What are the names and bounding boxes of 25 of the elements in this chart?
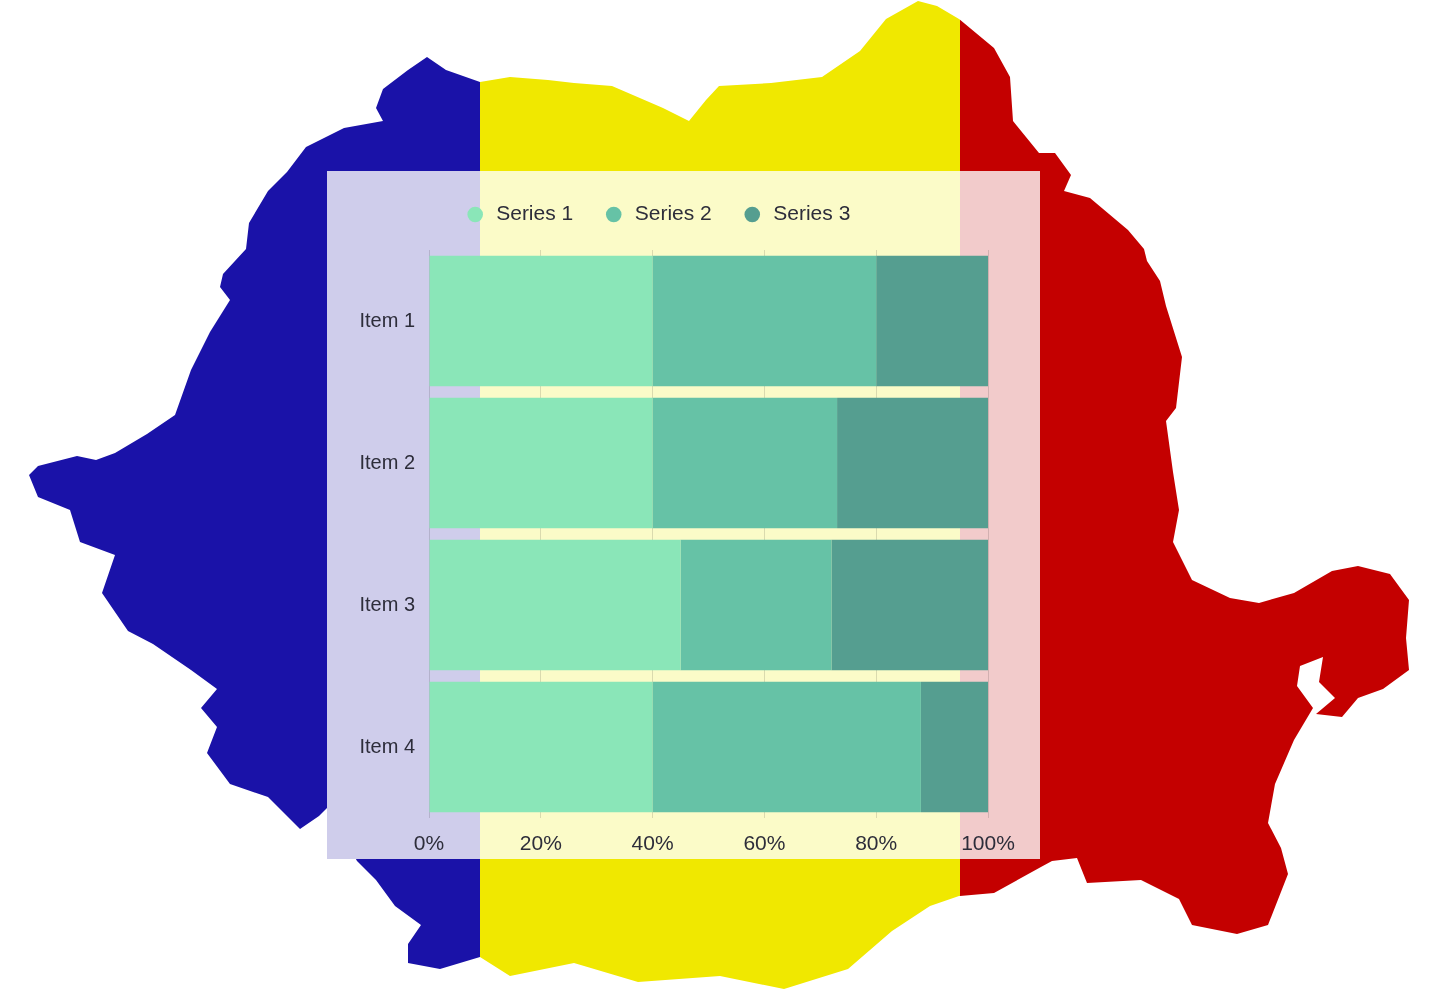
bar <box>429 539 681 671</box>
y-tick-label: Item 4 <box>359 734 415 757</box>
bar <box>652 681 921 813</box>
bar <box>837 397 988 529</box>
y-tick-label: Item 1 <box>359 308 415 331</box>
legend-label: Series 1 <box>496 201 574 225</box>
bar <box>876 255 988 387</box>
bar <box>429 397 653 529</box>
x-tick-label: 80% <box>855 831 898 855</box>
bar <box>652 397 838 529</box>
legend-label: Series 2 <box>634 201 712 225</box>
legend-label: Series 3 <box>773 201 851 225</box>
y-tick-label: Item 3 <box>359 592 415 615</box>
x-tick-label: 0% <box>413 831 445 855</box>
x-tick-label: 100% <box>961 831 1015 855</box>
x-tick-label: 20% <box>519 831 562 855</box>
x-tick-label: 40% <box>631 831 674 855</box>
y-tick-label: Item 2 <box>359 450 415 473</box>
bar <box>920 681 988 813</box>
x-tick-label: 60% <box>743 831 786 855</box>
bar <box>652 255 877 387</box>
bar <box>680 539 832 671</box>
bar <box>429 681 653 813</box>
bar <box>429 255 653 387</box>
bar <box>831 539 988 671</box>
